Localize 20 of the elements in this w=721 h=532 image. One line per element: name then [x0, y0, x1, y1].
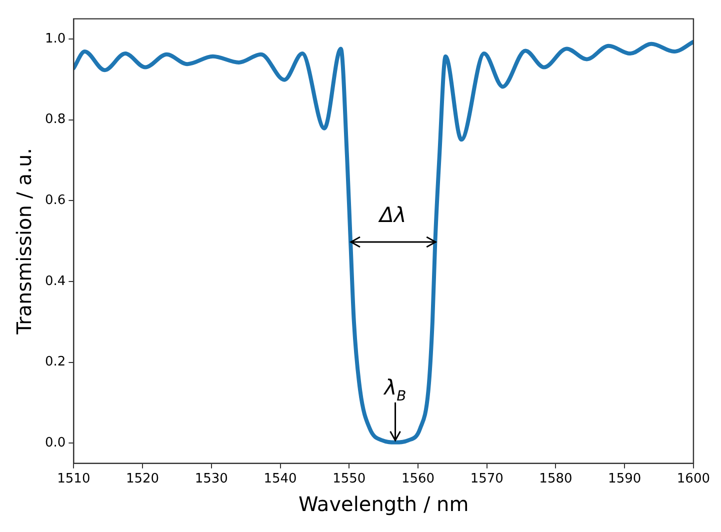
x-tick-label: 1520 [126, 472, 160, 487]
y-tick-label: 0.2 [44, 354, 66, 370]
x-tick-label: 1600 [676, 472, 710, 487]
line-series [74, 40, 694, 444]
y-tick-label: 0.8 [44, 112, 66, 128]
x-tick-label: 1590 [608, 472, 642, 487]
x-tick-label: 1560 [401, 472, 435, 487]
x-tick-label: 1550 [332, 472, 366, 487]
x-axis-title: Wavelength / nm [298, 492, 469, 516]
x-tick-label: 1510 [57, 472, 90, 487]
y-axis-title: Transmission / a.u. [12, 148, 36, 336]
x-tick-label: 1540 [264, 472, 297, 487]
y-tick-label: 1.0 [44, 31, 66, 46]
y-tick-label: 0.6 [44, 193, 66, 208]
x-tick-label: 1530 [194, 472, 228, 487]
y-tick-label: 0.0 [44, 436, 66, 451]
annotation: Δλ [377, 203, 406, 228]
x-tick-label: 1580 [539, 472, 572, 487]
x-tick-label: 1570 [470, 472, 504, 487]
y-tick-label: 0.4 [44, 274, 66, 289]
